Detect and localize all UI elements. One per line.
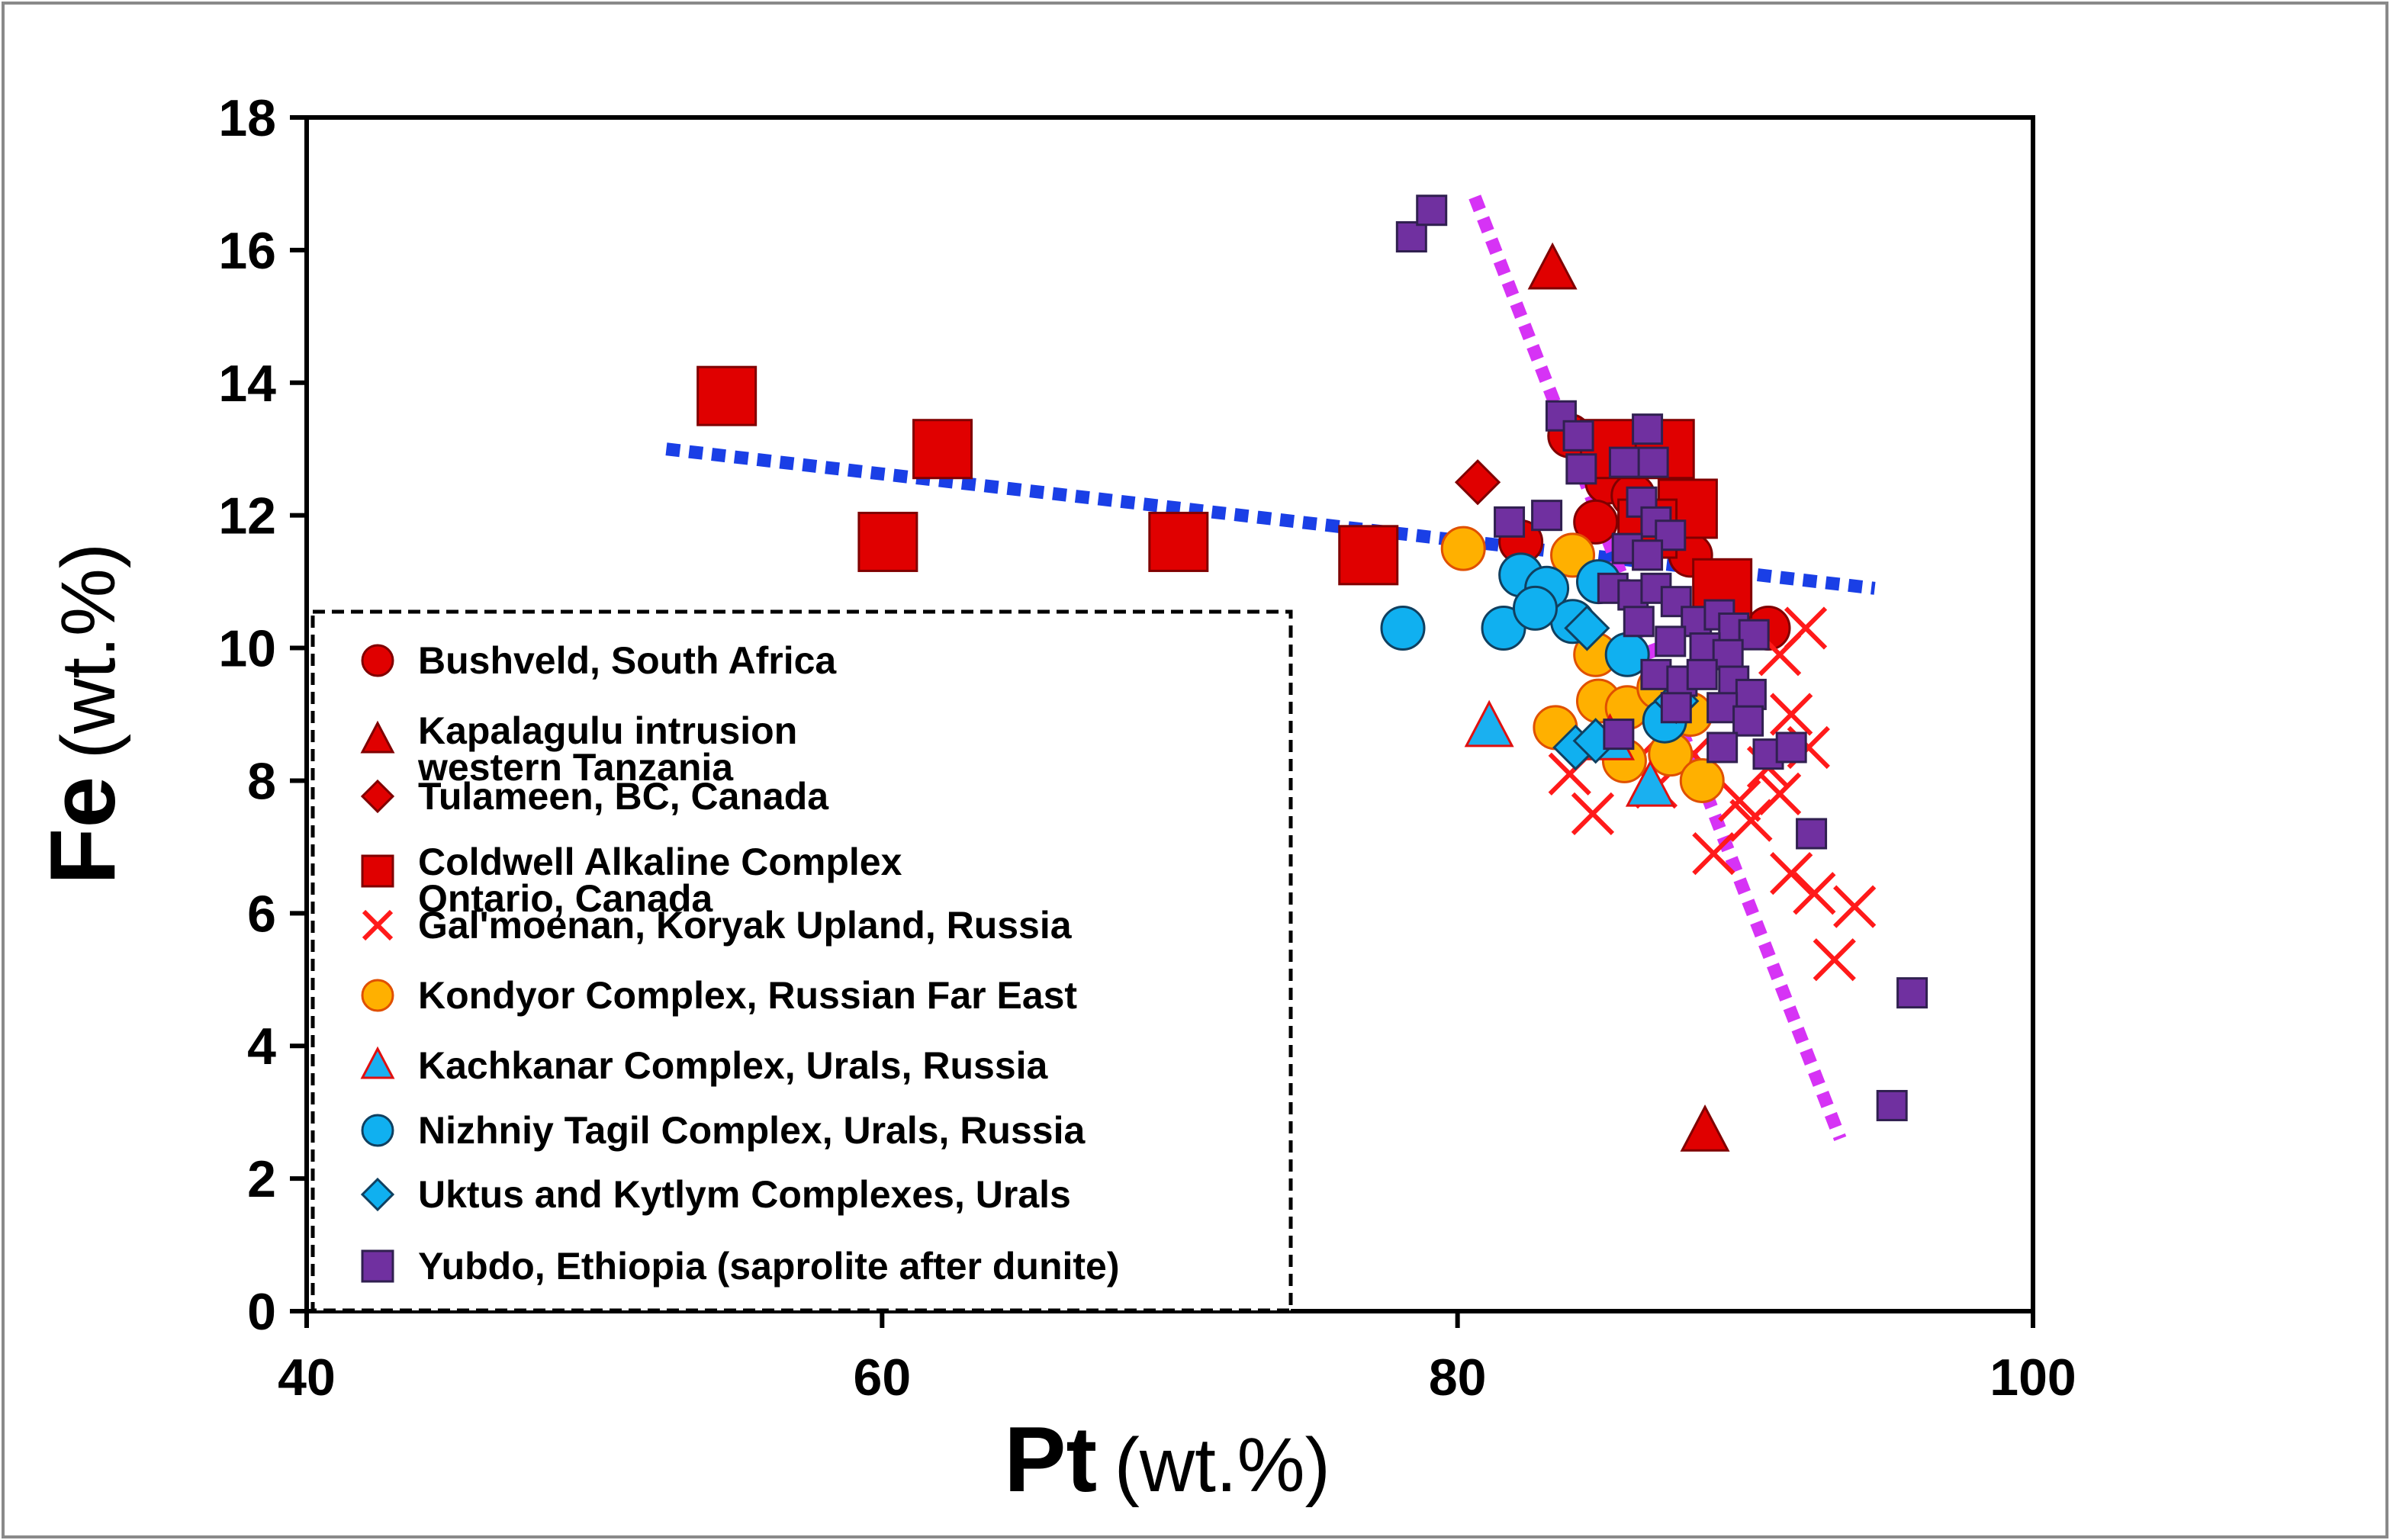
legend-box [310, 609, 1293, 1313]
y-tick-label: 16 [218, 222, 276, 280]
data-point [1494, 506, 1526, 538]
data-point [1738, 619, 1770, 651]
data-point [1440, 526, 1486, 571]
legend-marker [361, 1249, 394, 1283]
y-tick-label: 8 [247, 752, 276, 810]
legend-label: Tulameen, BC, Canada [418, 775, 829, 818]
data-point [1531, 500, 1563, 532]
y-tick-label: 4 [247, 1018, 276, 1075]
data-point [1706, 731, 1739, 764]
legend-label: Gal'moenan, Koryak Upland, Russia [418, 904, 1073, 947]
data-point [1706, 692, 1739, 724]
legend-marker [361, 854, 394, 888]
legend: Bushveld, South Africa Kapalagulu intrusi… [310, 609, 1293, 1313]
data-point [1608, 446, 1640, 478]
y-axis-title: Fe (wt.%) [31, 543, 134, 885]
data-point [1603, 719, 1635, 751]
data-point [1416, 195, 1448, 227]
data-point [696, 365, 758, 426]
data-point [1464, 699, 1514, 747]
data-point [1655, 625, 1687, 657]
data-point [1637, 446, 1669, 478]
data-points [696, 195, 1928, 1152]
data-point [1876, 1089, 1908, 1121]
legend-label: Bushveld, South Africa [418, 639, 837, 682]
legend-label: Kapalagulu intrusion [418, 709, 797, 752]
data-point [912, 419, 973, 480]
legend-label: Ontario, Canada [418, 877, 713, 920]
y-tick-label: 0 [247, 1283, 276, 1341]
series-kapalagulu-intrusion-western-tanzania [1527, 242, 1730, 1152]
data-point [1660, 692, 1692, 724]
x-tick-label: 60 [854, 1349, 912, 1407]
y-tick-label: 10 [218, 620, 276, 678]
legend-label: Kachkanar Complex, Urals, Russia [418, 1044, 1049, 1087]
data-point [1623, 606, 1655, 638]
data-point [1564, 605, 1610, 651]
legend-label: Kondyor Complex, Russian Far East [418, 974, 1077, 1017]
legend-marker [360, 720, 395, 754]
legend-marker [361, 644, 394, 677]
data-point [1565, 453, 1597, 485]
x-tick-label: 100 [1990, 1349, 2076, 1407]
legend-marker [362, 909, 394, 941]
data-point [1562, 420, 1594, 452]
data-point [1732, 705, 1764, 737]
data-point [1679, 757, 1725, 803]
legend-label: western Tanzania [417, 746, 734, 789]
y-tick-label: 6 [247, 885, 276, 943]
y-tick-label: 2 [247, 1150, 276, 1208]
series-tulameen-bc-canada [1454, 459, 1501, 506]
y-tick-label: 12 [218, 487, 276, 545]
data-point [1632, 539, 1664, 571]
legend-marker [361, 979, 394, 1012]
legend-marker [360, 1046, 395, 1079]
data-point [1632, 413, 1664, 445]
legend-label: Yubdo, Ethiopia (saprolite after dunite) [418, 1245, 1119, 1288]
legend-label: Uktus and Kytlym Complexes, Urals [418, 1173, 1071, 1216]
legend-label: Coldwell Alkaline Complex [418, 841, 902, 883]
legend-marker [360, 1177, 395, 1212]
data-point [1640, 658, 1672, 690]
y-tick-label: 14 [218, 355, 276, 413]
legend-marker [360, 779, 395, 814]
legend-marker [361, 1114, 394, 1147]
data-point [1380, 605, 1426, 651]
data-point [1513, 585, 1558, 631]
x-tick-label: 80 [1429, 1349, 1487, 1407]
data-point [1625, 759, 1675, 807]
data-point [1680, 1104, 1730, 1152]
data-point [1770, 693, 1813, 736]
data-point [1395, 221, 1427, 252]
data-point [1712, 638, 1744, 670]
series-yubdo-ethiopia-saprolite-after-dunite [1395, 195, 1928, 1121]
x-tick-label: 40 [278, 1349, 336, 1407]
data-point [1527, 242, 1578, 290]
data-point [1148, 511, 1209, 572]
legend-label: Nizhniy Tagil Complex, Urals, Russia [418, 1109, 1086, 1152]
data-point [1796, 818, 1828, 850]
x-axis-title: Pt (wt.%) [1004, 1407, 1330, 1511]
data-point [1729, 799, 1773, 842]
axis-ticks: 0 2 4 6 8 10 12 14 16 18 40 60 80 100 [218, 89, 2076, 1407]
data-point [1896, 977, 1928, 1009]
data-point [1784, 606, 1828, 650]
y-tick-label: 18 [218, 89, 276, 147]
data-point [1775, 731, 1807, 764]
data-point [1571, 792, 1615, 836]
data-point [1338, 525, 1399, 586]
data-point [1833, 885, 1877, 928]
data-point [1573, 499, 1619, 545]
data-point [1454, 459, 1501, 506]
data-point [1813, 938, 1856, 982]
data-point [1692, 831, 1735, 876]
data-point [857, 511, 918, 572]
data-point [1718, 779, 1761, 822]
data-point [1793, 872, 1836, 915]
data-point [1735, 678, 1767, 710]
data-point [1686, 658, 1718, 690]
